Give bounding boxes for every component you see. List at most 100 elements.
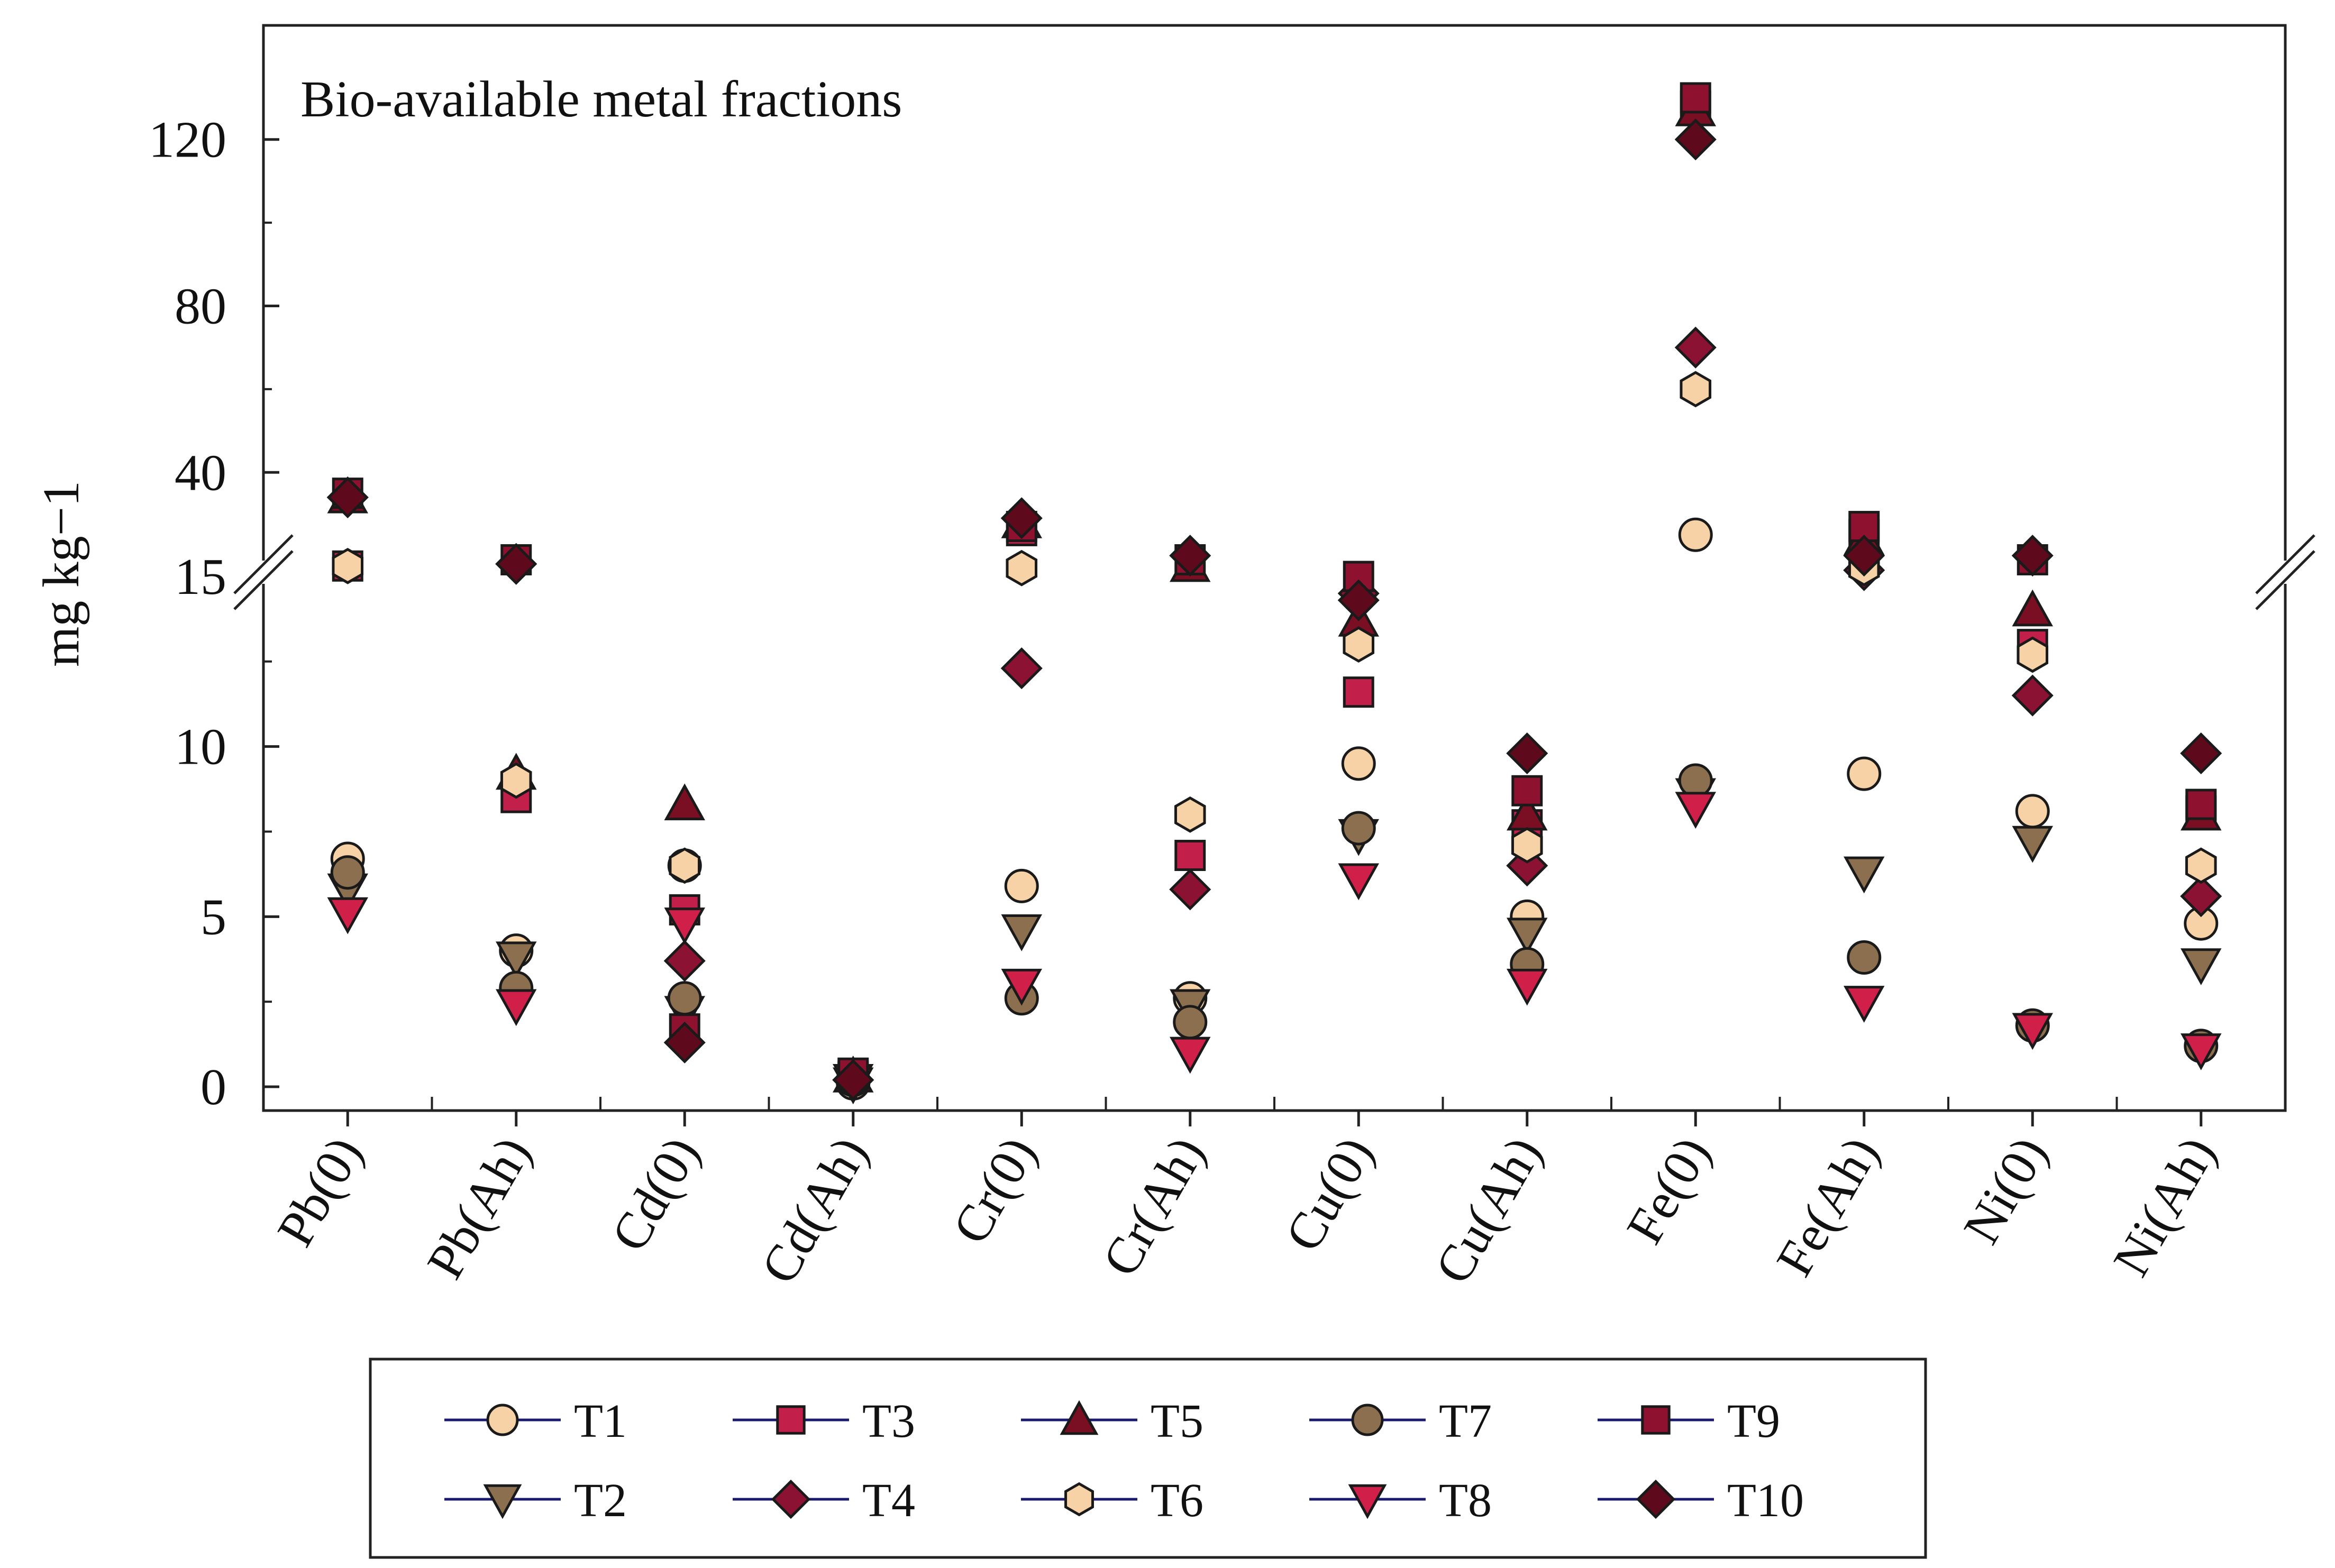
data-point: [1680, 82, 1711, 114]
legend-label: T9: [1727, 1395, 1780, 1447]
data-point: [1678, 517, 1713, 552]
break-slash: [233, 550, 294, 610]
data-point: [1343, 626, 1375, 663]
data-point: [2180, 732, 2222, 775]
data-point: [496, 941, 537, 979]
data-point: [1844, 986, 1885, 1023]
legend-label: T2: [574, 1474, 627, 1527]
data-point: [1170, 1037, 1211, 1074]
break-slash: [233, 534, 294, 594]
legend-marker: [1351, 1404, 1384, 1436]
data-point: [2017, 636, 2049, 673]
y-tick-label: 40: [175, 444, 226, 501]
data-point: [326, 476, 369, 519]
data-point: [327, 897, 368, 934]
data-point: [2015, 794, 2050, 829]
data-point: [1341, 746, 1376, 781]
data-point: [2011, 674, 2054, 717]
data-point: [1680, 371, 1712, 408]
legend-item-t5: T5: [1021, 1395, 1203, 1447]
data-point: [1678, 763, 1713, 798]
legend-marker: [1641, 1405, 1671, 1435]
legend-marker: [776, 1405, 806, 1435]
y-tick-label: 80: [175, 278, 226, 335]
data-point: [1006, 549, 1038, 586]
data-point: [2012, 589, 2053, 627]
data-point: [2181, 1033, 2222, 1070]
data-point: [1511, 775, 1543, 806]
break-slash: [2255, 550, 2315, 610]
data-point: [663, 1021, 706, 1063]
data-point: [2012, 826, 2053, 863]
data-point: [2012, 1013, 2053, 1050]
chart-title: Bio-available metal fractions: [300, 71, 902, 128]
legend-label: T5: [1151, 1395, 1203, 1447]
data-point: [1174, 796, 1206, 833]
data-point: [1001, 968, 1042, 1006]
y-tick-label: 5: [200, 888, 226, 946]
data-marks: [326, 82, 2222, 1105]
data-point: [496, 989, 537, 1026]
legend-marker: [1064, 1482, 1094, 1517]
legend-marker: [486, 1404, 519, 1436]
y-tick-label: 0: [200, 1059, 226, 1116]
data-point: [500, 762, 532, 799]
data-point: [832, 1059, 874, 1101]
y-tick-label: 10: [175, 719, 226, 776]
legend-item-t3: T3: [733, 1395, 915, 1447]
legend-label: T6: [1151, 1474, 1203, 1527]
data-point: [1343, 676, 1374, 708]
data-point: [667, 981, 702, 1016]
data-point: [332, 547, 364, 584]
data-point: [1844, 856, 1885, 894]
data-point: [1675, 792, 1716, 829]
data-point: [1847, 756, 1882, 791]
legend-marker: [771, 1479, 811, 1519]
data-point: [1174, 840, 1206, 872]
legend-item-t6: T6: [1021, 1474, 1203, 1527]
data-point: [330, 855, 365, 890]
legend-marker: [1348, 1484, 1387, 1519]
axis-break: [233, 534, 2315, 610]
data-point: [2011, 535, 2054, 577]
legend-label: T1: [574, 1395, 627, 1447]
data-point: [1338, 863, 1379, 901]
data-point: [1674, 326, 1717, 369]
legend-label: T10: [1727, 1474, 1804, 1527]
data-point: [664, 907, 705, 945]
data-point: [1000, 647, 1043, 690]
data-point: [1507, 968, 1548, 1006]
legend-item-t4: T4: [733, 1474, 915, 1527]
data-point: [2181, 948, 2222, 986]
legend-marker: [483, 1484, 522, 1519]
data-point: [1847, 940, 1882, 975]
legend-marker: [1636, 1479, 1676, 1519]
data-point: [495, 543, 537, 585]
data-point: [1169, 535, 1211, 577]
legend-item-t9: T9: [1598, 1395, 1780, 1447]
legend-box: [369, 1358, 1927, 1559]
data-point: [1506, 732, 1548, 775]
legend-label: T4: [862, 1474, 915, 1527]
y-tick-label: 120: [149, 112, 226, 169]
data-point: [669, 847, 701, 884]
data-point: [2185, 788, 2217, 820]
legend-item-t7: T7: [1309, 1395, 1492, 1447]
data-point: [2180, 875, 2222, 918]
data-point: [663, 940, 706, 982]
data-point: [1337, 579, 1380, 621]
legend-item-t2: T2: [444, 1474, 627, 1527]
data-point: [1169, 868, 1211, 911]
legend: T1 T2 T3 T4 T5 T6 T7 T8 T9 T10: [369, 1358, 1927, 1559]
data-point: [1674, 118, 1717, 161]
legend-label: T3: [862, 1395, 915, 1447]
break-slash: [2255, 534, 2315, 594]
series-t10: [326, 118, 2222, 1101]
legend-item-t1: T1: [444, 1395, 627, 1447]
data-point: [1001, 914, 1042, 951]
y-tick-label: 15: [175, 548, 226, 606]
legend-label: T7: [1439, 1395, 1492, 1447]
legend-item-t10: T10: [1598, 1474, 1804, 1527]
